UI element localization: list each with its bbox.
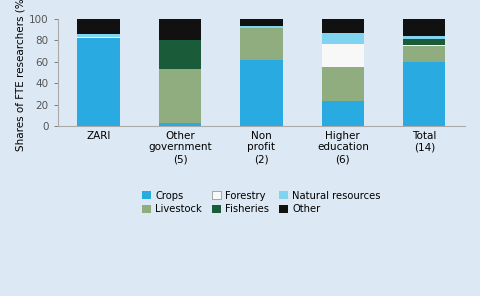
Bar xyxy=(77,38,120,126)
Bar xyxy=(403,45,445,46)
Y-axis label: Shares of FTE researchers (%): Shares of FTE researchers (%) xyxy=(15,0,25,151)
Bar xyxy=(322,33,364,44)
Bar xyxy=(403,19,445,36)
Bar xyxy=(77,34,120,37)
Bar xyxy=(403,46,445,62)
Bar xyxy=(322,19,364,33)
Bar xyxy=(403,62,445,126)
Bar xyxy=(77,37,120,38)
Legend: Crops, Livestock, Forestry, Fisheries, Natural resources, Other: Crops, Livestock, Forestry, Fisheries, N… xyxy=(138,186,384,218)
Bar xyxy=(159,40,201,69)
Bar xyxy=(159,69,201,123)
Bar xyxy=(240,60,283,126)
Bar xyxy=(159,123,201,126)
Bar xyxy=(322,101,364,126)
Bar xyxy=(322,67,364,101)
Bar xyxy=(403,39,445,45)
Bar xyxy=(240,26,283,28)
Bar xyxy=(403,36,445,39)
Bar xyxy=(240,19,283,26)
Bar xyxy=(77,19,120,34)
Bar xyxy=(159,19,201,40)
Bar xyxy=(240,28,283,60)
Bar xyxy=(322,44,364,67)
